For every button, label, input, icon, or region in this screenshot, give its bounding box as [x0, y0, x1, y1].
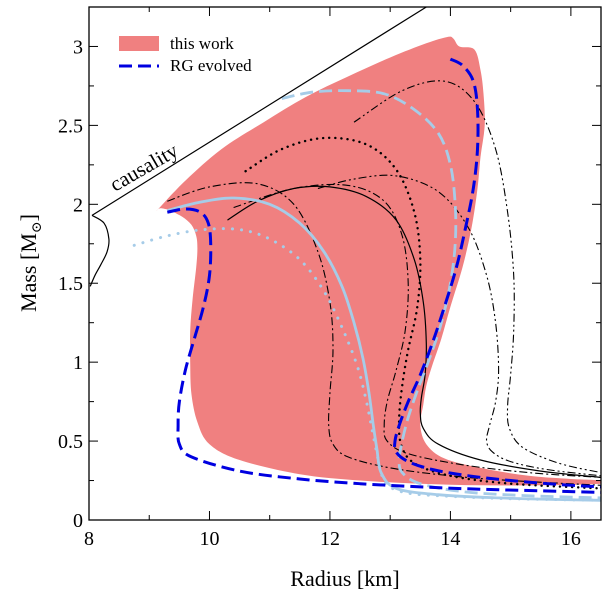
- y-tick-label: 1: [73, 352, 83, 374]
- legend-swatch-this-work: [119, 36, 159, 51]
- series-line-8-black-dashdot: [167, 182, 601, 486]
- series-line-9-black-dashdot: [233, 183, 601, 478]
- y-tick-label: 2.5: [58, 115, 83, 137]
- series-line-4-light-dashed: [281, 89, 601, 500]
- legend: this work RG evolved: [119, 34, 252, 75]
- axis-ticks: 8 10 12 14 16 0 0.5 1 1.5 2 2.5 3: [58, 7, 601, 550]
- x-tick-label: 8: [84, 528, 94, 550]
- series-line-7-black-dotted: [244, 136, 601, 490]
- series-lines: [132, 57, 601, 502]
- y-axis-title-subscript: ⊙: [30, 221, 45, 233]
- x-tick-label: 12: [320, 528, 340, 550]
- series-line-3-light-solid: [166, 196, 601, 502]
- y-tick-label: 1.5: [58, 273, 83, 295]
- series-line-2-rg-dashed: [393, 57, 601, 489]
- plot-area: [89, 7, 601, 502]
- y-axis-title-main: Mass [M: [16, 233, 41, 312]
- y-tick-label: 3: [73, 36, 83, 58]
- y-tick-label: 0: [73, 510, 83, 532]
- legend-label-rg-evolved: RG evolved: [170, 56, 252, 75]
- causality-annotation: causality: [106, 138, 183, 196]
- y-axis-title-close: ]: [16, 214, 41, 221]
- x-tick-label: 10: [199, 528, 219, 550]
- series-line-5-light-dotted: [132, 227, 601, 502]
- series-line-10-black-dashdotdot: [317, 174, 601, 477]
- x-tick-label: 14: [440, 528, 460, 550]
- series-line-6-black-solid: [227, 185, 601, 478]
- series-line-1-rg-dashed: [167, 207, 601, 494]
- plot-frame: [88, 6, 602, 521]
- causality-line: [91, 7, 427, 216]
- x-tick-label: 16: [561, 528, 581, 550]
- y-tick-label: 0.5: [58, 431, 83, 453]
- y-axis-title: Mass [M⊙]: [16, 214, 45, 312]
- y-tick-label: 2: [73, 194, 83, 216]
- this-work-band: [156, 36, 601, 486]
- series-line-11-black-dashdotdot: [353, 80, 601, 474]
- x-axis-title: Radius [km]: [290, 566, 399, 591]
- causality-branch-curve: [89, 214, 110, 287]
- legend-label-this-work: this work: [170, 34, 234, 53]
